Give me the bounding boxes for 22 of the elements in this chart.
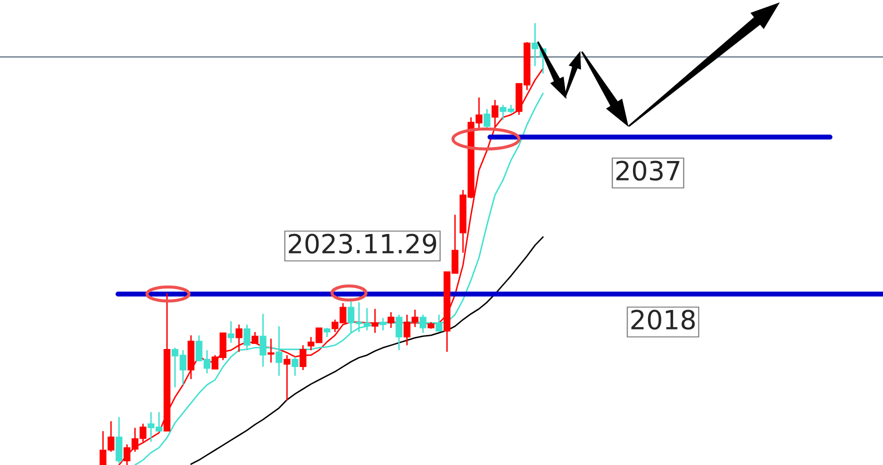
candlestick [284,354,290,402]
candlestick [420,314,426,334]
candlestick [236,324,242,353]
candlestick [292,356,298,376]
candlestick [228,320,234,344]
candlestick [388,312,394,329]
candlestick [492,99,498,128]
candlestick [300,344,306,371]
ref-line-label: 2037 [616,160,680,181]
candlestick [324,327,330,338]
candlestick [244,324,250,351]
candlestick [252,331,258,344]
candlestick [372,308,378,334]
candlestick [268,338,274,364]
candlestick [396,314,402,351]
candlestick [116,416,122,464]
candlestick [260,313,266,368]
candlestick [276,326,282,376]
candlestick [380,317,386,332]
annotation: 2023.11.29 [288,234,436,254]
candlestick [436,314,442,332]
ref-line-label: 2018 [631,310,695,330]
